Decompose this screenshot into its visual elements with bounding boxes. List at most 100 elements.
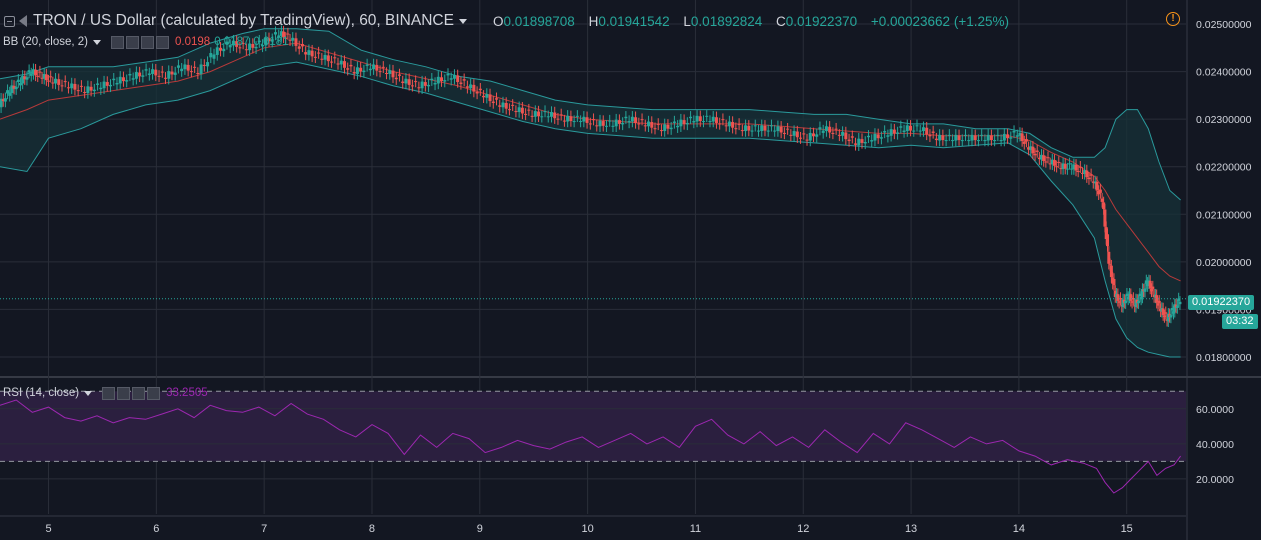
candle-body (802, 133, 806, 135)
candle-body (42, 73, 46, 79)
candle-body (734, 128, 738, 130)
candle-body (60, 85, 64, 87)
eye-icon[interactable] (111, 35, 125, 49)
candle-body (10, 85, 14, 93)
candle-body (1146, 282, 1150, 287)
candle-body (711, 116, 715, 122)
collapse-icon[interactable] (4, 15, 15, 27)
plus-icon[interactable] (132, 386, 146, 400)
candle-body (1002, 133, 1006, 141)
candle-body (141, 75, 145, 77)
candle-body (491, 101, 495, 103)
candle-body (647, 121, 651, 127)
candle-body (1055, 166, 1059, 168)
candle-body (423, 82, 427, 86)
study-buttons (111, 35, 171, 49)
candle-body (206, 62, 210, 67)
candle-body (1052, 160, 1056, 166)
candle-body (870, 140, 874, 142)
close-icon[interactable] (147, 386, 161, 400)
plus-icon[interactable] (141, 35, 155, 49)
candle-body (799, 137, 803, 139)
candle-body (79, 85, 83, 87)
settings-icon[interactable] (117, 386, 131, 400)
bb-legend: BB (20, close, 2) 0.0198 0.0187 0.0181 (3, 34, 289, 50)
bb-lower-value: 0.0181 (253, 36, 289, 48)
candle-body (1129, 294, 1133, 301)
candle-body (1, 99, 5, 102)
candle-body (397, 74, 401, 76)
symbol-title[interactable]: TRON / US Dollar (calculated by TradingV… (33, 12, 454, 29)
candle-body (656, 123, 660, 125)
candle-body (650, 122, 654, 128)
candle-body (1068, 163, 1072, 165)
alert-icon[interactable]: ! (1166, 12, 1180, 26)
candle-body (284, 37, 288, 39)
chevron-down-icon[interactable] (458, 18, 467, 24)
candle-body (624, 116, 628, 119)
candle-body (238, 47, 242, 49)
candle-body (854, 143, 858, 145)
eye-icon[interactable] (102, 386, 116, 400)
candle-body (349, 64, 353, 67)
bb-legend-name[interactable]: BB (20, close, 2) (3, 36, 89, 48)
candle-body (430, 78, 434, 81)
candle-body (1044, 161, 1048, 163)
chevron-down-icon[interactable] (93, 39, 102, 45)
candle-body (769, 125, 773, 127)
candle-body (637, 123, 641, 125)
candle-body (876, 134, 880, 139)
candle-body (1087, 177, 1091, 180)
candle-body (954, 134, 958, 141)
candle-body (36, 75, 40, 77)
candle-body (235, 41, 239, 47)
candle-body (222, 48, 226, 52)
candle-body (264, 37, 268, 46)
candle-body (766, 130, 770, 132)
candle-body (1161, 308, 1165, 316)
candle-body (326, 55, 330, 62)
candle-body (1155, 295, 1159, 303)
candle-body (556, 118, 560, 120)
candle-body (1057, 161, 1061, 163)
close-icon[interactable] (156, 35, 170, 49)
candle-body (863, 141, 867, 144)
candle-body (553, 112, 557, 119)
candle-body (760, 125, 764, 132)
candle-body (241, 43, 245, 45)
candle-body (1149, 288, 1153, 292)
candle-body (511, 104, 515, 106)
chevron-down-icon[interactable] (84, 390, 93, 396)
candle-body (355, 67, 359, 74)
candle-body (740, 130, 744, 132)
x-tick-label: 11 (690, 523, 701, 535)
candle-body (621, 122, 625, 125)
flag-icon[interactable] (19, 15, 27, 27)
candle-body (549, 112, 553, 117)
candle-body (663, 124, 667, 132)
candle-body (378, 71, 382, 73)
candle-body (918, 130, 922, 132)
close-label: C (776, 13, 786, 29)
candle-body (449, 78, 453, 80)
candle-body (705, 115, 709, 117)
candle-body (786, 128, 790, 130)
candle-body (585, 117, 589, 123)
rsi-legend-name[interactable]: RSI (14, close) (3, 387, 80, 399)
candle-body (941, 135, 945, 141)
candle-body (1093, 181, 1097, 184)
candle-body (782, 132, 786, 134)
candle-body (685, 122, 689, 125)
candle-body (527, 109, 531, 111)
candle-body (70, 83, 74, 89)
y-tick-label: 0.02200000 (1196, 162, 1252, 174)
candle-body (173, 72, 177, 75)
close-value: 0.01922370 (785, 13, 858, 29)
settings-icon[interactable] (126, 35, 140, 49)
candle-body (892, 129, 896, 134)
candle-body (595, 125, 599, 127)
candle-body (310, 50, 314, 57)
candle-body (231, 40, 235, 46)
candle-body (702, 121, 706, 123)
